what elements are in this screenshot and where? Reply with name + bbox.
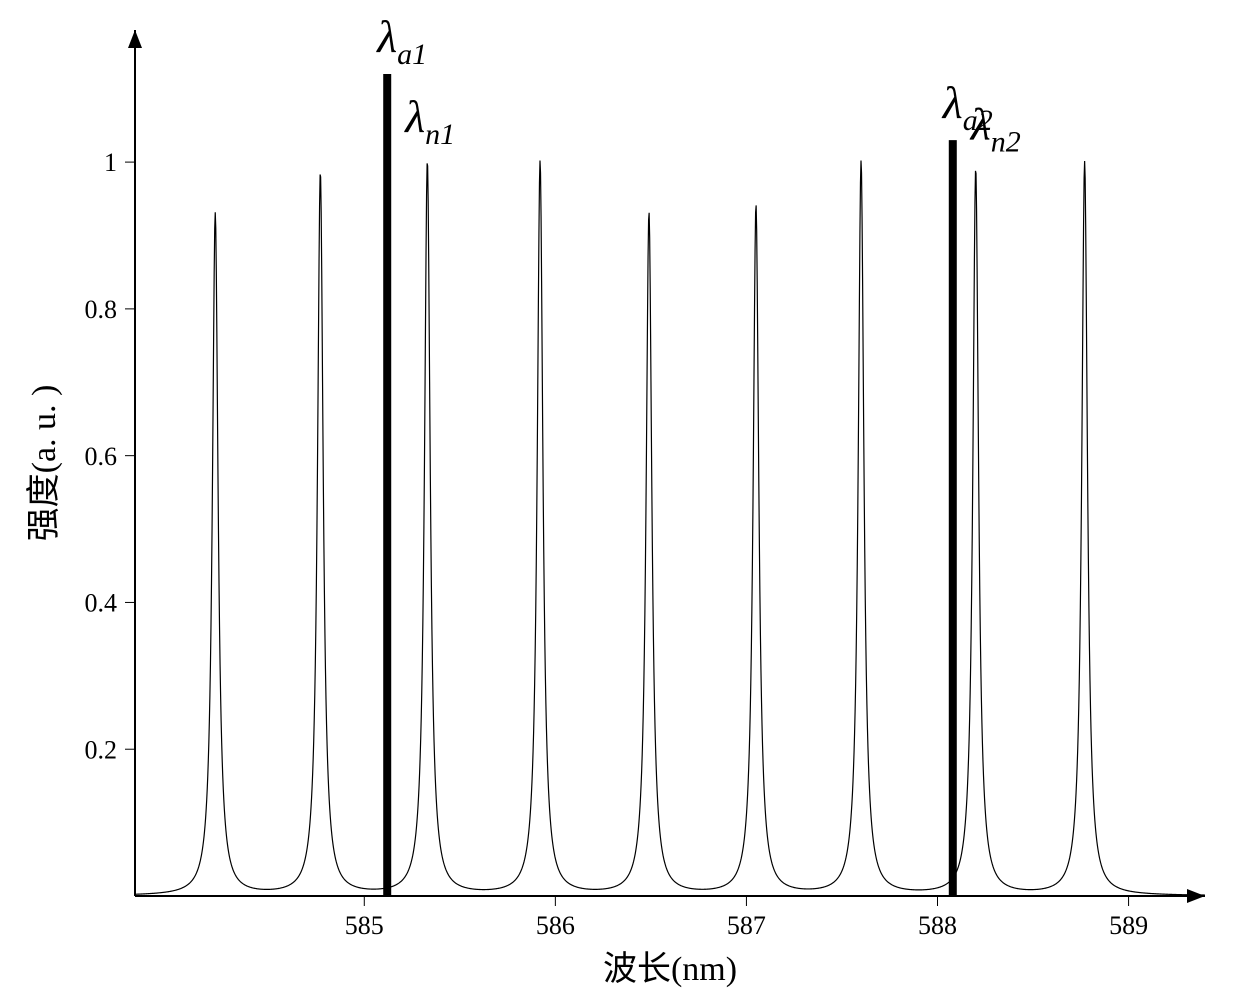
x-tick-label: 585: [345, 911, 384, 940]
y-tick-label: 0.4: [85, 589, 118, 618]
x-tick-label: 588: [918, 911, 957, 940]
spectrum-chart: 585 586 587 588 589 0.2 0.4 0.6 0.8 1 波长(nm) 强度(a. …: [0, 0, 1240, 996]
x-tick-label: 587: [727, 911, 766, 940]
y-tick-label: 0.6: [85, 442, 118, 471]
chart-bg: [0, 0, 1240, 996]
x-axis-title: 波长(nm): [603, 950, 737, 988]
x-tick-label: 586: [536, 911, 575, 940]
y-axis-title: 强度(a. u. ): [25, 385, 63, 542]
y-tick-label: 0.2: [85, 735, 118, 764]
x-tick-label: 589: [1109, 911, 1148, 940]
y-tick-label: 1: [104, 148, 117, 177]
y-tick-label: 0.8: [85, 295, 118, 324]
